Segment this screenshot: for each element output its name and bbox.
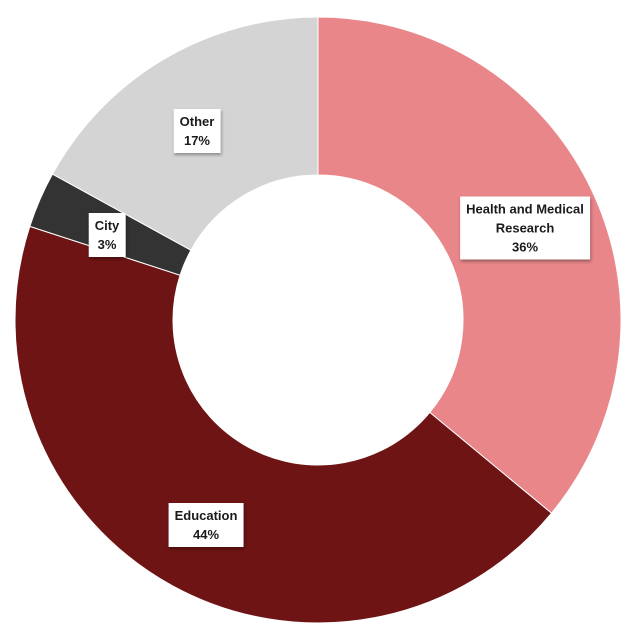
slice-label-name-line: Research: [495, 220, 555, 236]
slice-label-name-line: City: [94, 218, 120, 233]
slice-label-name-line: Education: [174, 508, 238, 523]
slice-label-education: Education 44%: [168, 503, 244, 547]
slice-label-value: 44%: [192, 527, 220, 542]
slice-label-value: 17%: [183, 133, 211, 148]
slice-label-city: City 3%: [88, 213, 126, 257]
slice-label-value: 36%: [511, 239, 539, 255]
slice-label-other: Other 17%: [173, 109, 221, 153]
slice-label-value: 3%: [97, 237, 117, 252]
slice-label-name-line: Other: [179, 114, 215, 129]
slice-label-name-line: Health and Medical: [466, 201, 584, 217]
slice-health-and-medical-research: [317, 16, 622, 514]
slice-label-health-and-medical-research: Health and Medical Research 36%: [460, 196, 590, 260]
slice-education: [14, 225, 553, 624]
